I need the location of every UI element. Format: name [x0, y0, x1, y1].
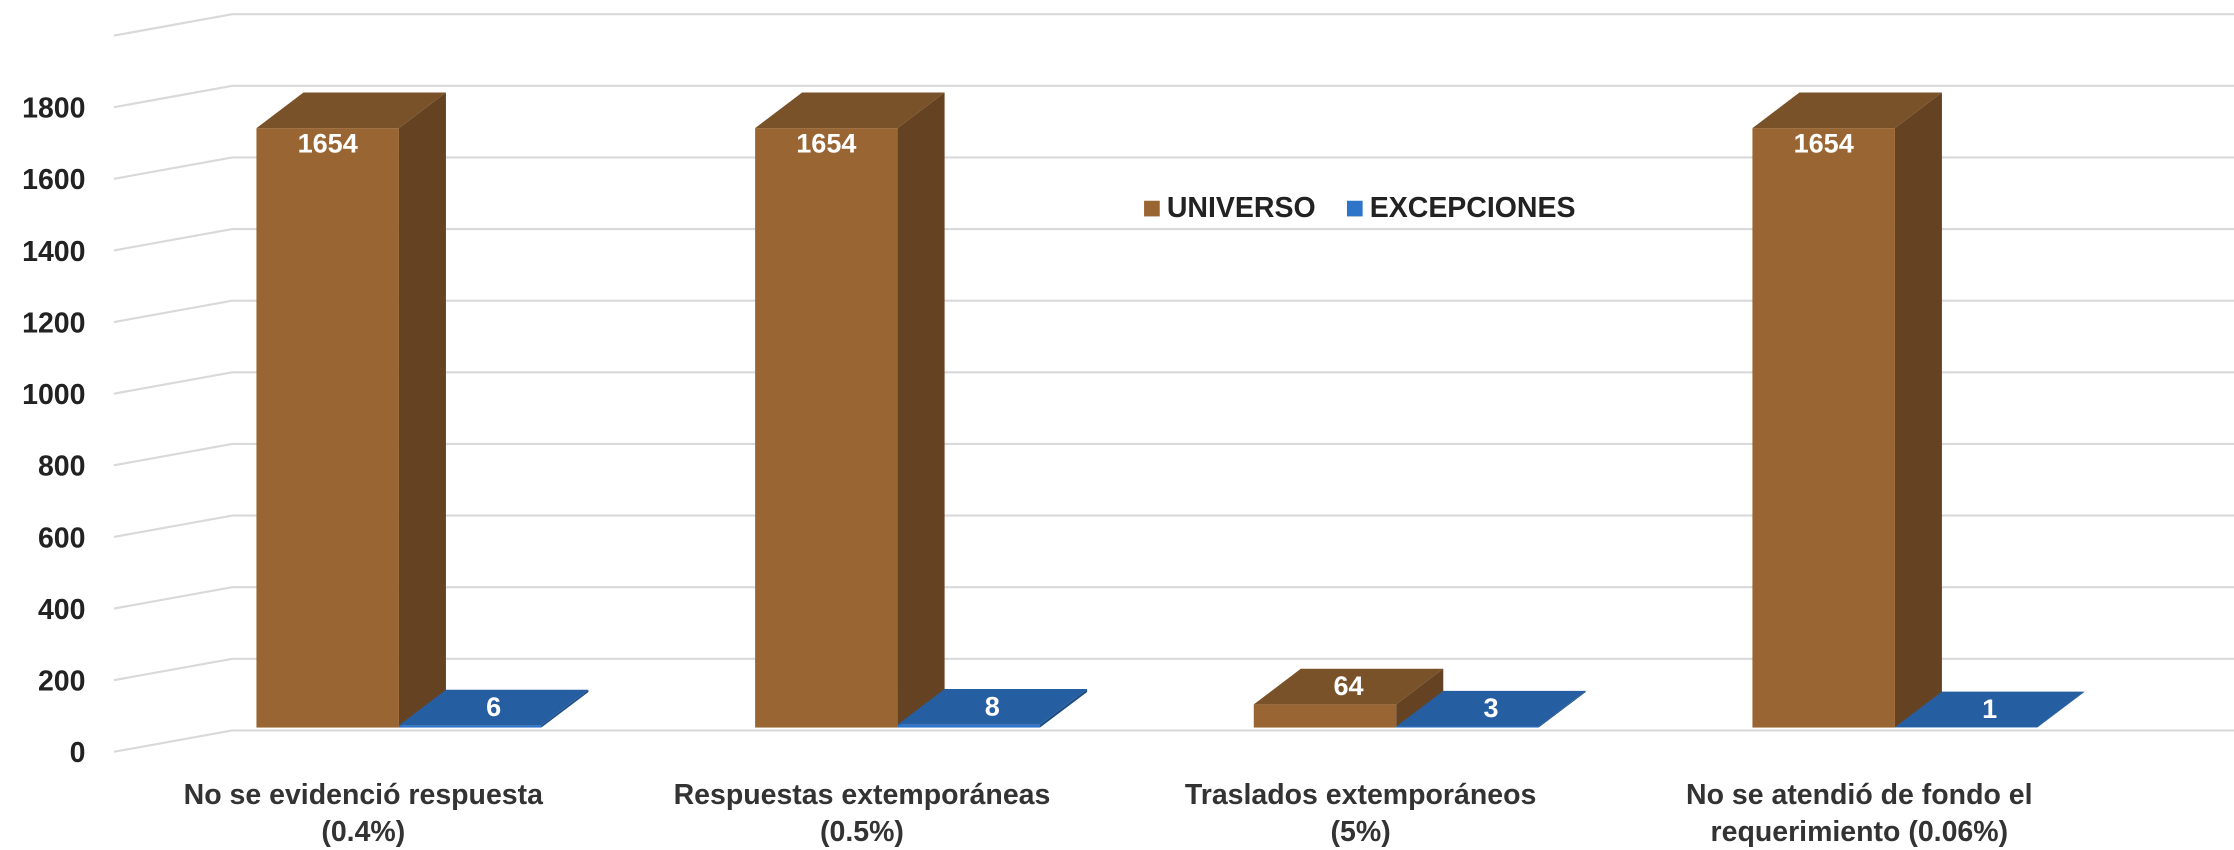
bar: [1894, 691, 2085, 728]
value-label: 1654: [1794, 128, 1854, 158]
y-tick-label: 1800: [22, 93, 85, 125]
bar-top: [256, 92, 446, 129]
grid-line: [113, 442, 2234, 467]
y-tick-label: 800: [38, 451, 86, 483]
bar: [1752, 92, 1942, 728]
grid-line: [113, 657, 2234, 682]
y-tick-label: 200: [38, 666, 86, 698]
y-tick-label: 600: [38, 522, 86, 554]
legend-label: UNIVERSO: [1167, 192, 1316, 224]
value-label: 3: [1483, 693, 1498, 723]
grid-line: [113, 729, 2234, 753]
bar-top: [1894, 691, 2085, 728]
bar-side: [1894, 92, 1942, 728]
grid-line: [113, 514, 2234, 538]
value-label: 8: [985, 691, 1000, 721]
x-tick-label: Traslados extemporáneos (5%): [1185, 778, 1536, 847]
bar-side: [1396, 668, 1444, 728]
legend-swatch: [1346, 200, 1363, 217]
grid-line: [113, 228, 2234, 252]
grid-line: [113, 84, 2234, 109]
bar: [1253, 668, 1444, 728]
bar-front: [897, 724, 1041, 728]
value-label: 1654: [298, 128, 358, 158]
bar-side: [897, 92, 945, 728]
grid-line: [113, 156, 2234, 180]
bar: [755, 92, 945, 728]
grid-line: [113, 371, 2234, 395]
grid-line: [113, 299, 2234, 324]
grid-line: [113, 586, 2234, 610]
x-tick-label: No se atendió de fondo el requerimiento (…: [1686, 778, 2033, 847]
bar: [398, 689, 589, 728]
bar-side: [1538, 690, 1586, 728]
y-tick-label: 1400: [22, 236, 85, 268]
bar-top: [1253, 668, 1444, 705]
bar-side: [2037, 691, 2085, 728]
legend-swatch: [1144, 200, 1160, 217]
bar-top: [398, 689, 589, 726]
bar-side: [398, 92, 446, 728]
y-tick-label: 400: [38, 594, 86, 626]
bar-top: [897, 689, 1088, 725]
x-tick-label: Respuestas extemporáneas (0.5%): [674, 778, 1051, 847]
grid-line: [113, 13, 2234, 37]
bar-front: [1752, 128, 1895, 728]
bar-front: [1396, 726, 1539, 728]
y-tick-label: 1600: [22, 164, 85, 196]
bar: [1396, 690, 1586, 728]
bar: [897, 689, 1088, 728]
bar-side: [1040, 689, 1088, 728]
value-label: 1: [1982, 694, 1997, 724]
legend-label: EXCEPCIONES: [1370, 192, 1576, 224]
bar-top: [1752, 92, 1942, 129]
bar-front: [755, 128, 898, 728]
y-tick-label: 1000: [22, 379, 85, 411]
value-label: 6: [486, 692, 501, 722]
y-tick-label: 0: [70, 737, 86, 769]
bar-front: [256, 128, 399, 728]
value-label: 64: [1333, 671, 1363, 701]
bar: [256, 92, 446, 728]
bar-top: [1396, 690, 1586, 727]
bar-front: [1253, 704, 1397, 728]
x-tick-label: No se evidenció respuesta (0.4%): [184, 778, 544, 847]
value-label: 1654: [796, 128, 856, 158]
y-tick-label: 1200: [22, 307, 85, 339]
bar-side: [541, 689, 589, 728]
bar-front: [398, 725, 542, 728]
bar-top: [755, 92, 945, 129]
